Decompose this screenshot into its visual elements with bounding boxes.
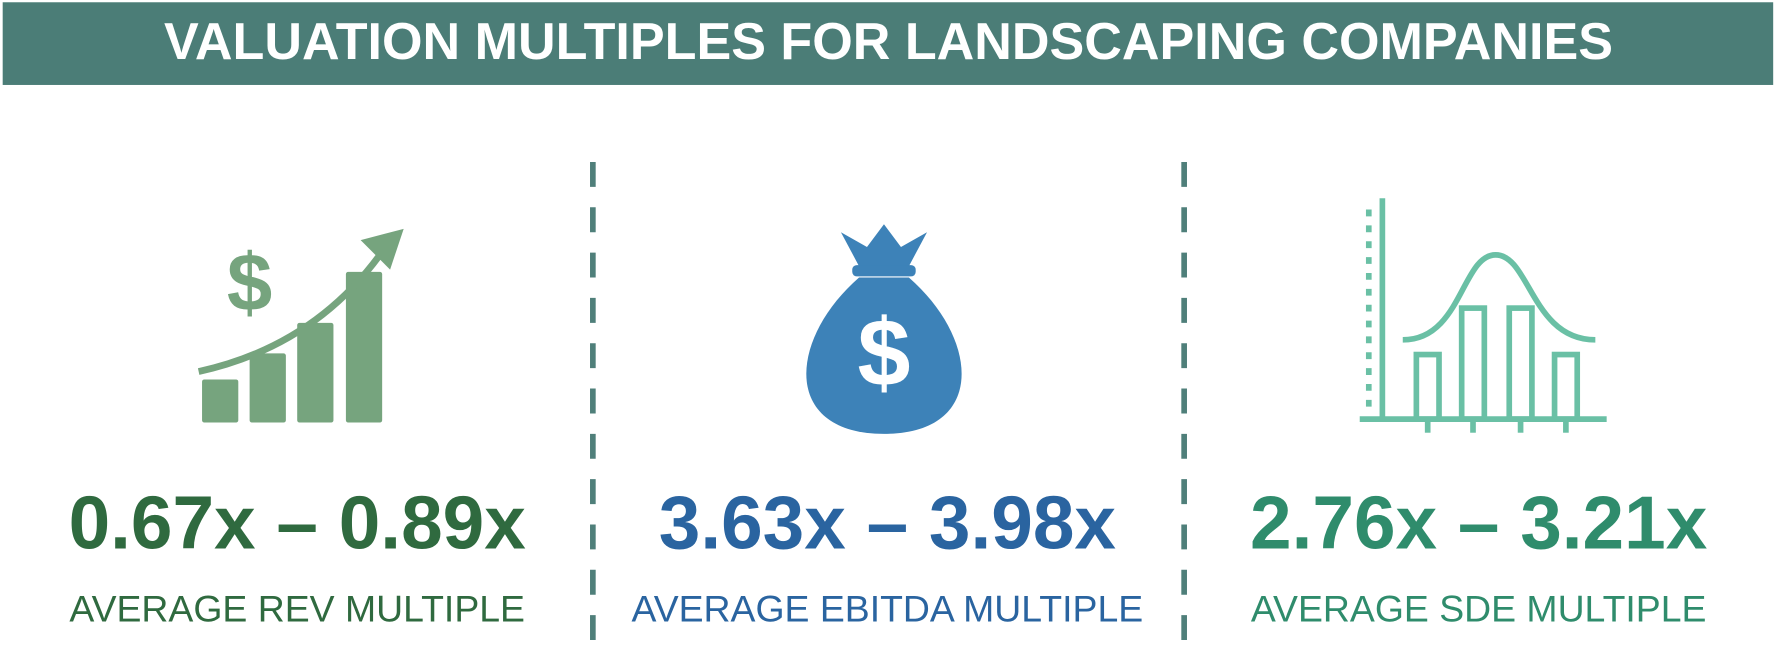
multiple-label: AVERAGE SDE MULTIPLE: [1251, 588, 1707, 630]
multiple-label: AVERAGE EBITDA MULTIPLE: [632, 588, 1144, 630]
title: VALUATION MULTIPLES FOR LANDSCAPING COMP…: [164, 13, 1613, 71]
multiple-range: 3.63x – 3.98x: [659, 481, 1117, 565]
distribution-icon: [1359, 198, 1607, 433]
money-bag-icon: $: [806, 224, 962, 434]
dollar-sign: $: [227, 237, 272, 328]
revenue-icon: $: [197, 228, 404, 423]
multiple-range: 0.67x – 0.89x: [69, 481, 527, 565]
dollar-sign: $: [858, 300, 911, 406]
panels: 0.67x – 0.89x AVERAGE REV MULTIPLE 3.63x –…: [69, 481, 1708, 630]
multiple-range: 2.76x – 3.21x: [1250, 481, 1708, 565]
multiple-label: AVERAGE REV MULTIPLE: [69, 588, 525, 630]
title-banner: [2, 2, 1774, 85]
